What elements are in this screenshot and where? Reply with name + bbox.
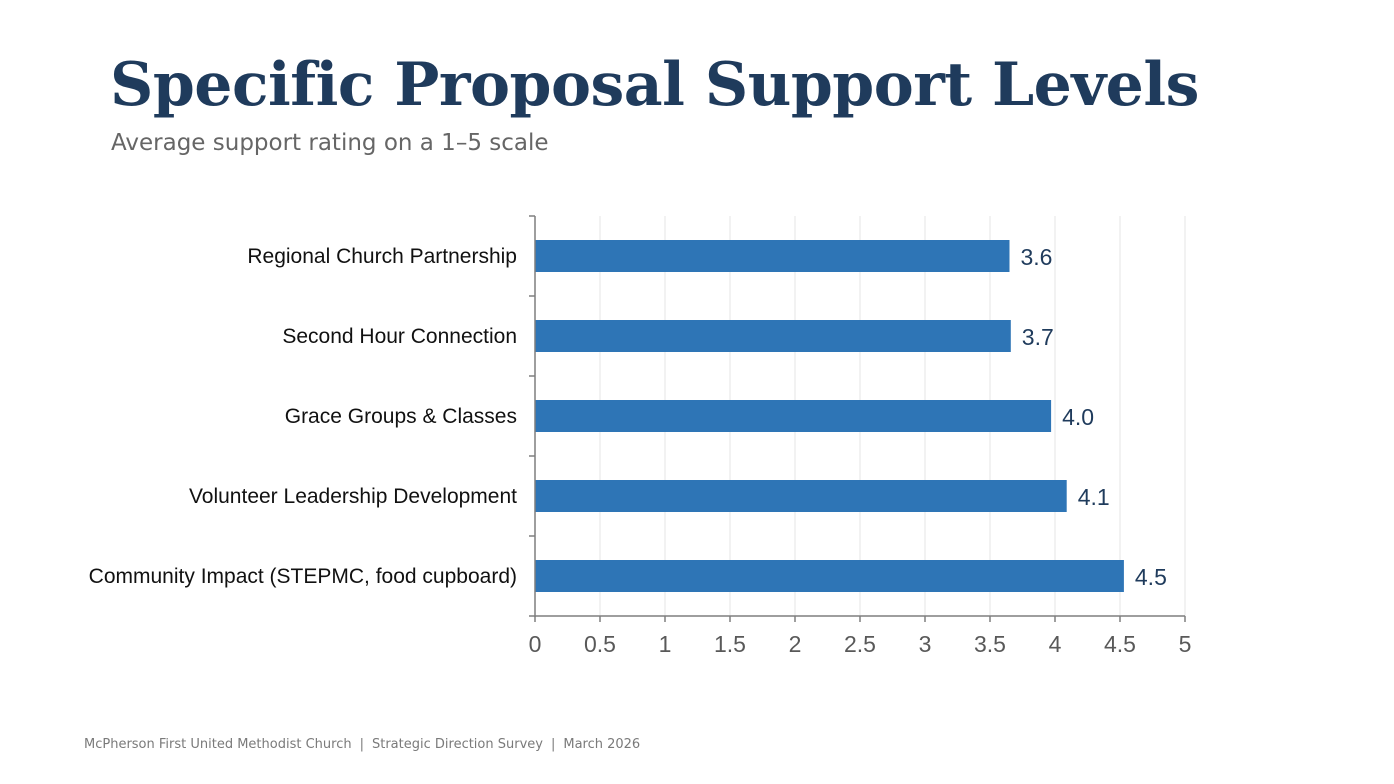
value-label: 4.1 <box>1078 484 1110 510</box>
x-tick-label: 1 <box>659 631 672 657</box>
bar <box>535 560 1124 592</box>
footer-survey: Strategic Direction Survey <box>371 737 543 752</box>
category-label: Volunteer Leadership Development <box>189 485 517 508</box>
footer-separator: | <box>550 737 556 752</box>
category-label: Second Hour Connection <box>282 325 517 348</box>
labels: Regional Church Partnership 3.6 Second Hou… <box>89 244 1192 657</box>
x-tick-label: 1.5 <box>714 631 746 657</box>
x-tick-label: 3 <box>919 631 932 657</box>
bar <box>535 240 1010 272</box>
axes <box>529 215 1186 622</box>
value-label: 3.6 <box>1021 244 1053 270</box>
x-tick-label: 0.5 <box>584 631 616 657</box>
x-tick-label: 3.5 <box>974 631 1006 657</box>
x-tick-label: 4 <box>1049 631 1062 657</box>
x-tick-label: 4.5 <box>1104 631 1136 657</box>
value-label: 4.0 <box>1062 404 1094 430</box>
x-tick-label: 2.5 <box>844 631 876 657</box>
x-tick-label: 5 <box>1179 631 1192 657</box>
footer-separator: | <box>359 737 364 752</box>
category-label: Regional Church Partnership <box>247 245 517 268</box>
bar <box>535 480 1067 512</box>
value-label: 3.7 <box>1022 324 1054 350</box>
bar <box>535 400 1052 432</box>
page-subtitle: Average support rating on a 1–5 scale <box>111 130 549 156</box>
x-tick-label: 2 <box>789 631 802 657</box>
bar <box>535 320 1011 352</box>
footer-organization: McPherson First United Methodist Church <box>84 737 352 752</box>
footer-date: March 2026 <box>563 737 641 752</box>
bars <box>535 240 1124 592</box>
page-title: Specific Proposal Support Levels <box>110 50 1199 120</box>
category-label: Grace Groups & Classes <box>285 405 517 428</box>
x-tick-label: 0 <box>529 631 542 657</box>
category-label: Community Impact (STEPMC, food cupboard) <box>89 565 517 588</box>
value-label: 4.5 <box>1135 564 1167 590</box>
footer: McPherson First United Methodist Church |… <box>84 737 640 752</box>
